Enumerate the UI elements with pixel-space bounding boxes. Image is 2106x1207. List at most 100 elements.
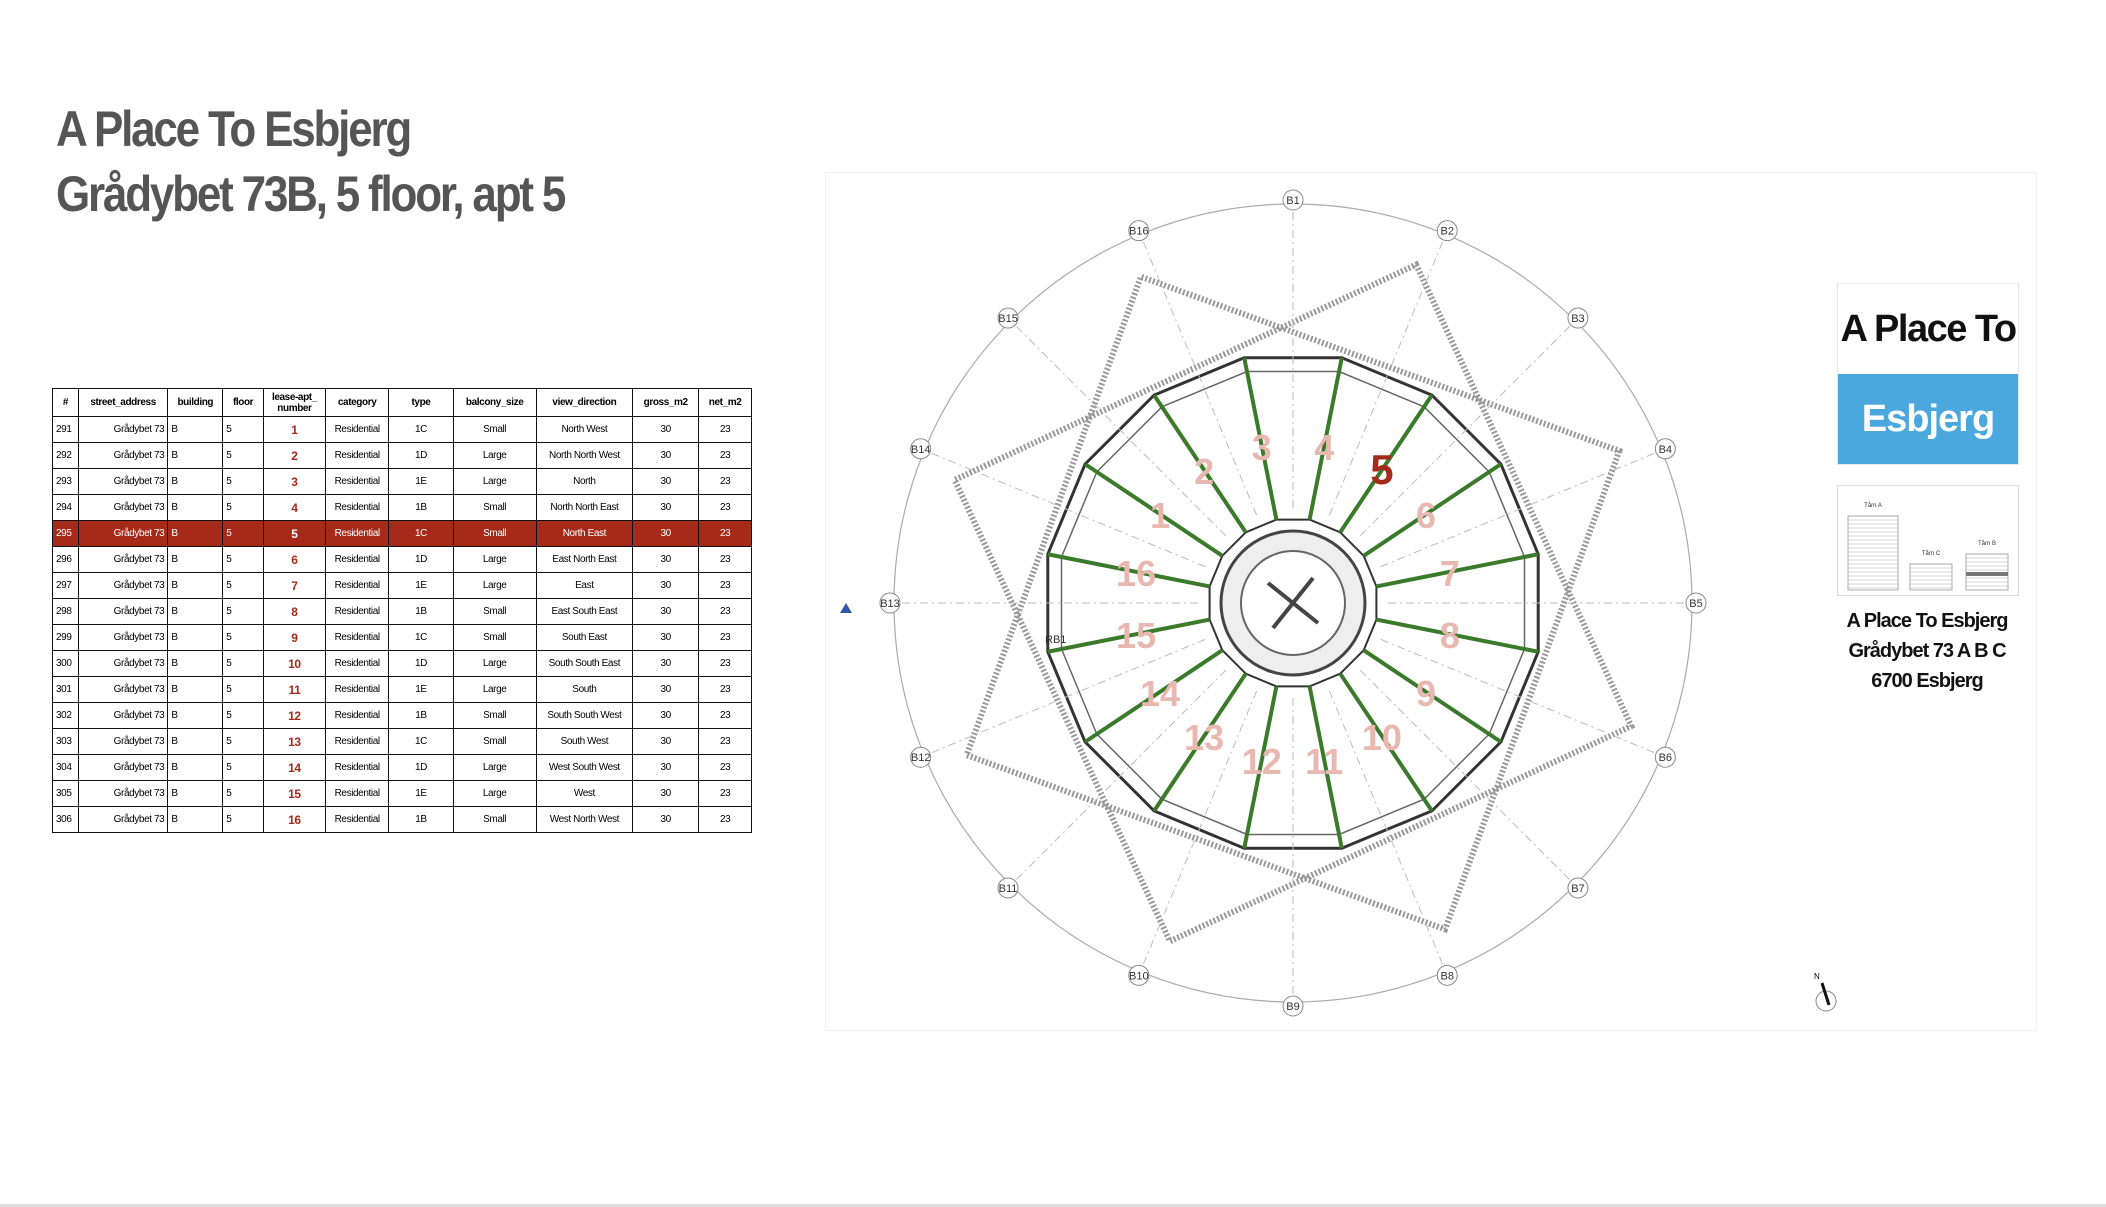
- selected-floor: [1966, 572, 2008, 576]
- table-cell: Grådybet 73: [77, 494, 169, 521]
- table-cell: 23: [698, 780, 752, 807]
- table-row[interactable]: 300 Grådybet 73 B 5 10 Residential 1D Large Sout…: [52, 650, 752, 677]
- table-cell: 23: [698, 702, 752, 729]
- axis-label: B8: [1440, 970, 1453, 982]
- table-row[interactable]: 293 Grådybet 73 B 5 3 Residential 1E Large North…: [52, 468, 752, 495]
- partition-wall: [1307, 357, 1344, 521]
- table-row[interactable]: 291 Grådybet 73 B 5 1 Residential 1C Small North…: [52, 416, 752, 443]
- partition-wall: [1084, 648, 1224, 744]
- table-cell: 23: [698, 546, 752, 573]
- north-label: N: [1814, 972, 1820, 981]
- table-row[interactable]: 292 Grådybet 73 B 5 2 Residential 1D Large North…: [52, 442, 752, 469]
- table-row[interactable]: 299 Grådybet 73 B 5 9 Residential 1C Small South…: [52, 624, 752, 651]
- table-cell: South East: [535, 624, 634, 651]
- grid-axis: [1139, 234, 1258, 516]
- axis-bubble: [997, 877, 1019, 899]
- table-cell: 5: [222, 780, 264, 807]
- table-cell: 306: [52, 806, 79, 833]
- table-cell: 30: [632, 520, 700, 547]
- table-cell: 5: [222, 702, 264, 729]
- table-cell: South: [535, 676, 634, 703]
- column-header: building: [167, 388, 224, 417]
- axis-label: B3: [1571, 313, 1584, 325]
- table-cell: 12: [262, 702, 327, 729]
- table-cell: 14: [262, 754, 327, 781]
- table-cell: 1D: [388, 442, 454, 469]
- table-cell: West: [535, 780, 634, 807]
- table-row[interactable]: 306 Grådybet 73 B 5 16 Residential 1B Small West…: [52, 806, 752, 833]
- table-row[interactable]: 303 Grådybet 73 B 5 13 Residential 1C Small Sout…: [52, 728, 752, 755]
- table-cell: 1D: [388, 754, 454, 781]
- partition-wall: [1152, 394, 1248, 534]
- table-cell: 1D: [388, 546, 454, 573]
- table-cell: North: [535, 468, 634, 495]
- table-cell: 5: [222, 520, 264, 547]
- axis-label: B12: [911, 752, 931, 764]
- table-cell: 5: [222, 598, 264, 625]
- table-cell: 13: [262, 728, 327, 755]
- table-cell: 30: [632, 546, 700, 573]
- grid-axis: [1359, 669, 1576, 886]
- table-cell: 5: [222, 442, 264, 469]
- table-cell: 5: [222, 494, 264, 521]
- table-cell: Large: [452, 468, 537, 495]
- table-cell: B: [167, 494, 224, 521]
- table-cell: B: [167, 806, 224, 833]
- partition-wall: [1375, 552, 1539, 589]
- table-cell: Large: [452, 780, 537, 807]
- axis-bubble: [1654, 438, 1676, 460]
- table-cell: Large: [452, 442, 537, 469]
- table-cell: B: [167, 572, 224, 599]
- table-cell: Small: [452, 702, 537, 729]
- tower-label: Tårn B: [1978, 540, 1996, 547]
- table-cell: 30: [632, 598, 700, 625]
- table-cell: 300: [52, 650, 79, 677]
- column-header: lease-apt_ number: [262, 388, 327, 417]
- north-arrow-needle: [1820, 982, 1831, 1006]
- unit-number: 5: [1370, 446, 1393, 493]
- table-cell: Small: [452, 598, 537, 625]
- table-row[interactable]: 294 Grådybet 73 B 5 4 Residential 1B Small North…: [52, 494, 752, 521]
- logo-line1: A Place To: [1840, 307, 2017, 350]
- table-row[interactable]: 305 Grådybet 73 B 5 15 Residential 1E Large West…: [52, 780, 752, 807]
- balcony-screen: [962, 272, 1624, 934]
- balcony-screen: [950, 260, 1636, 946]
- axis-label: B7: [1571, 883, 1584, 895]
- column-header: floor: [222, 388, 264, 417]
- table-row[interactable]: 302 Grådybet 73 B 5 12 Residential 1B Small Sout…: [52, 702, 752, 729]
- table-cell: 296: [52, 546, 79, 573]
- table-cell: Residential: [324, 520, 390, 547]
- table-cell: East: [535, 572, 634, 599]
- table-cell: 5: [222, 416, 264, 443]
- table-row[interactable]: 298 Grådybet 73 B 5 8 Residential 1B Small East …: [52, 598, 752, 625]
- unit-number: 11: [1305, 741, 1343, 782]
- table-row[interactable]: 304 Grådybet 73 B 5 14 Residential 1D Large West…: [52, 754, 752, 781]
- grid-axis: [924, 638, 1206, 757]
- partition-wall: [1242, 357, 1279, 521]
- table-cell: B: [167, 728, 224, 755]
- axis-bubble: [997, 307, 1019, 329]
- table-cell: East North East: [535, 546, 634, 573]
- table-cell: West North West: [535, 806, 634, 833]
- table-cell: 302: [52, 702, 79, 729]
- table-cell: North East: [535, 520, 634, 547]
- table-cell: Grådybet 73: [77, 598, 169, 625]
- table-row[interactable]: 295 Grådybet 73 B 5 5 Residential 1C Small North…: [52, 520, 752, 547]
- table-cell: Small: [452, 416, 537, 443]
- table-cell: Grådybet 73: [77, 754, 169, 781]
- table-cell: B: [167, 650, 224, 677]
- table-row[interactable]: 301 Grådybet 73 B 5 11 Residential 1E Large Sout…: [52, 676, 752, 703]
- unit-number: 16: [1116, 553, 1156, 594]
- table-cell: B: [167, 702, 224, 729]
- table-cell: 295: [52, 520, 79, 547]
- table-row[interactable]: 297 Grådybet 73 B 5 7 Residential 1E Large East 3…: [52, 572, 752, 599]
- table-cell: Residential: [324, 416, 390, 443]
- table-cell: 301: [52, 676, 79, 703]
- floor-plan: B1 B2 B3 B4 B5 B6 B7 B8 B9 B10 B11 B12 B13 B14 B15 B16 R…: [825, 172, 2037, 1031]
- partition-wall: [1338, 394, 1434, 534]
- table-cell: 1B: [388, 806, 454, 833]
- partition-wall: [1362, 648, 1502, 744]
- table-row[interactable]: 296 Grådybet 73 B 5 6 Residential 1D Large East …: [52, 546, 752, 573]
- table-cell: West South West: [535, 754, 634, 781]
- tower-outline: [1909, 563, 1953, 591]
